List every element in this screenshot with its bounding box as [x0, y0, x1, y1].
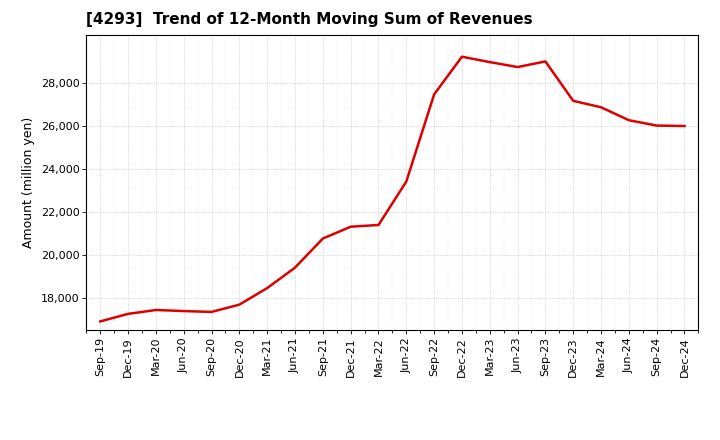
Y-axis label: Amount (million yen): Amount (million yen) [22, 117, 35, 248]
Text: [4293]  Trend of 12-Month Moving Sum of Revenues: [4293] Trend of 12-Month Moving Sum of R… [86, 12, 533, 27]
